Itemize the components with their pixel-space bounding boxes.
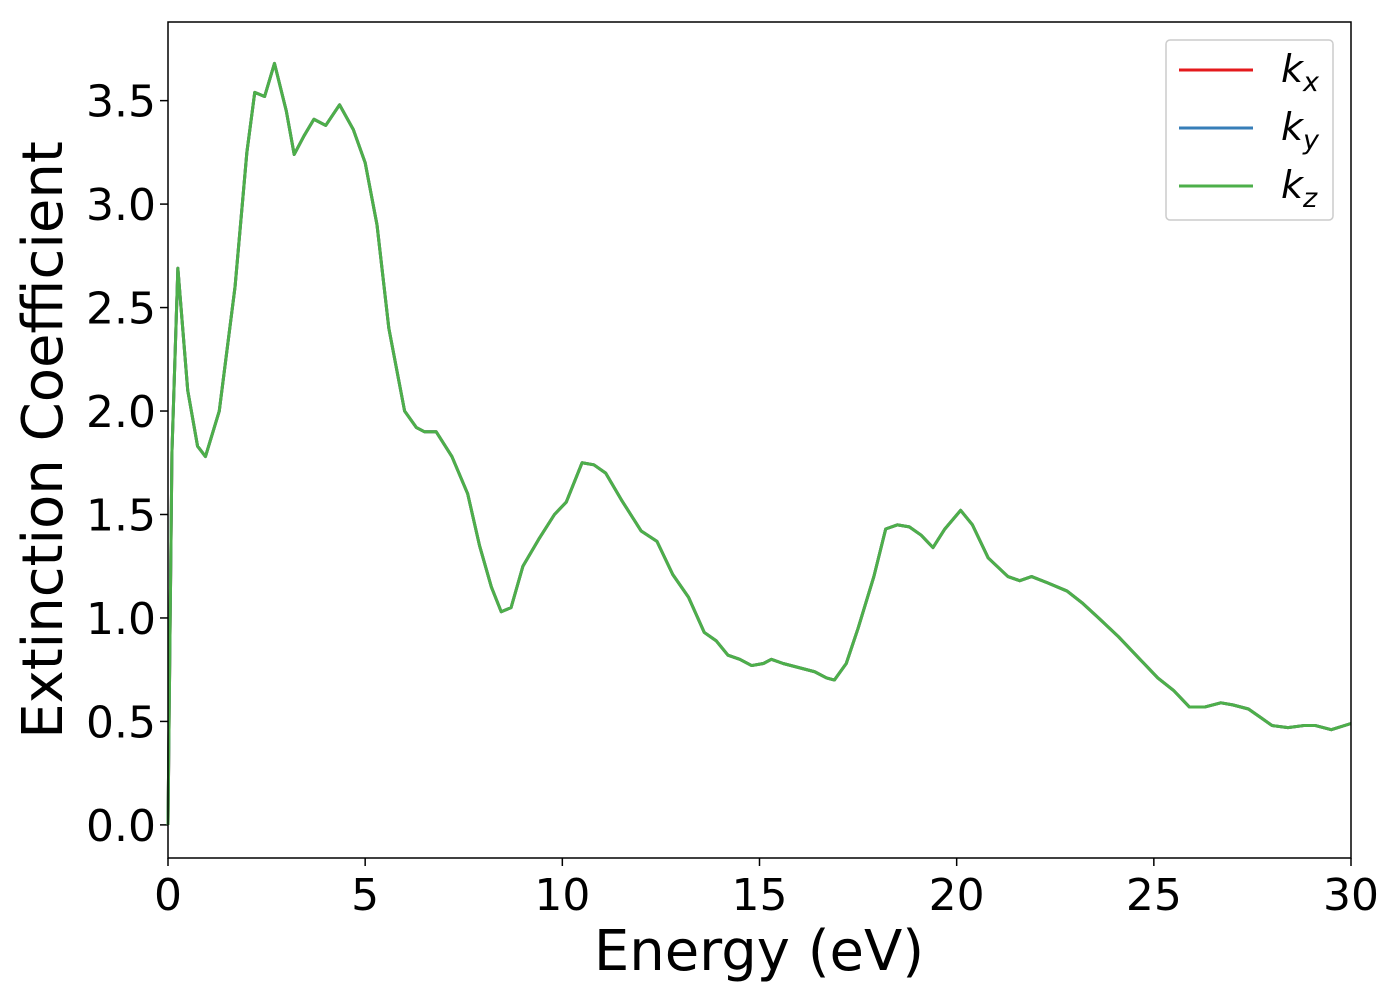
data-line	[166, 61, 1352, 825]
x-axis-label: Energy (eV)	[594, 919, 924, 984]
legend-box	[1165, 39, 1334, 221]
y-tick-label: 3.0	[86, 180, 156, 231]
x-tick-label: 25	[1126, 870, 1182, 921]
x-tick-label: 5	[351, 870, 379, 921]
legend-label: kx	[1281, 47, 1320, 98]
x-tick-label: 0	[154, 870, 182, 921]
y-tick-label: 0.0	[86, 801, 156, 852]
x-tick-label: 15	[732, 870, 788, 921]
plot-frame	[167, 21, 1352, 859]
y-tick-label: 1.5	[86, 490, 156, 541]
y-axis-label: Extinction Coefficient	[11, 141, 76, 739]
y-tick-label: 2.0	[86, 387, 156, 438]
x-tick-label: 10	[534, 870, 590, 921]
y-tick-label: 2.5	[86, 284, 156, 335]
legend-label: ky	[1281, 105, 1320, 156]
legend-label: kz	[1281, 163, 1318, 214]
y-tick-label: 3.5	[86, 77, 156, 128]
y-tick-label: 1.0	[86, 594, 156, 645]
x-tick-label: 20	[929, 870, 985, 921]
x-tick-label: 30	[1323, 870, 1379, 921]
y-tick-label: 0.5	[86, 697, 156, 748]
